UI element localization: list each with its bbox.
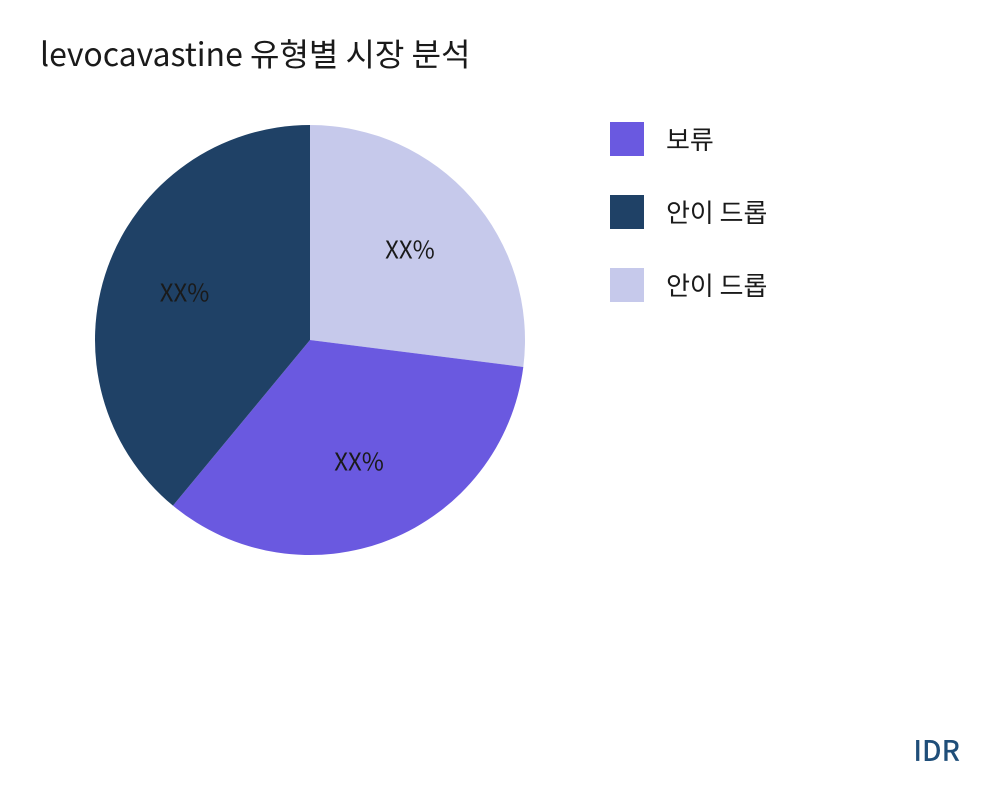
legend-label: 안이 드롭	[666, 193, 768, 230]
footer-label: IDR	[913, 730, 960, 770]
slice-label: XX%	[334, 442, 384, 477]
legend-swatch	[610, 122, 644, 156]
legend-swatch	[610, 268, 644, 302]
legend-swatch	[610, 195, 644, 229]
legend-label: 보류	[666, 120, 714, 157]
pie-chart: XX% XX% XX%	[90, 120, 530, 560]
legend-item: 안이 드롭	[610, 266, 768, 303]
legend-label: 안이 드롭	[666, 266, 768, 303]
chart-title: levocavastine 유형별 시장 분석	[40, 30, 470, 76]
chart-container: levocavastine 유형별 시장 분석 XX% XX% XX% 보류 안이 …	[0, 0, 1000, 800]
slice-label: XX%	[385, 230, 435, 265]
legend: 보류 안이 드롭 안이 드롭	[610, 120, 768, 339]
legend-item: 안이 드롭	[610, 193, 768, 230]
slice-label: XX%	[160, 273, 210, 308]
pie-svg: XX% XX% XX%	[90, 120, 530, 560]
legend-item: 보류	[610, 120, 768, 157]
